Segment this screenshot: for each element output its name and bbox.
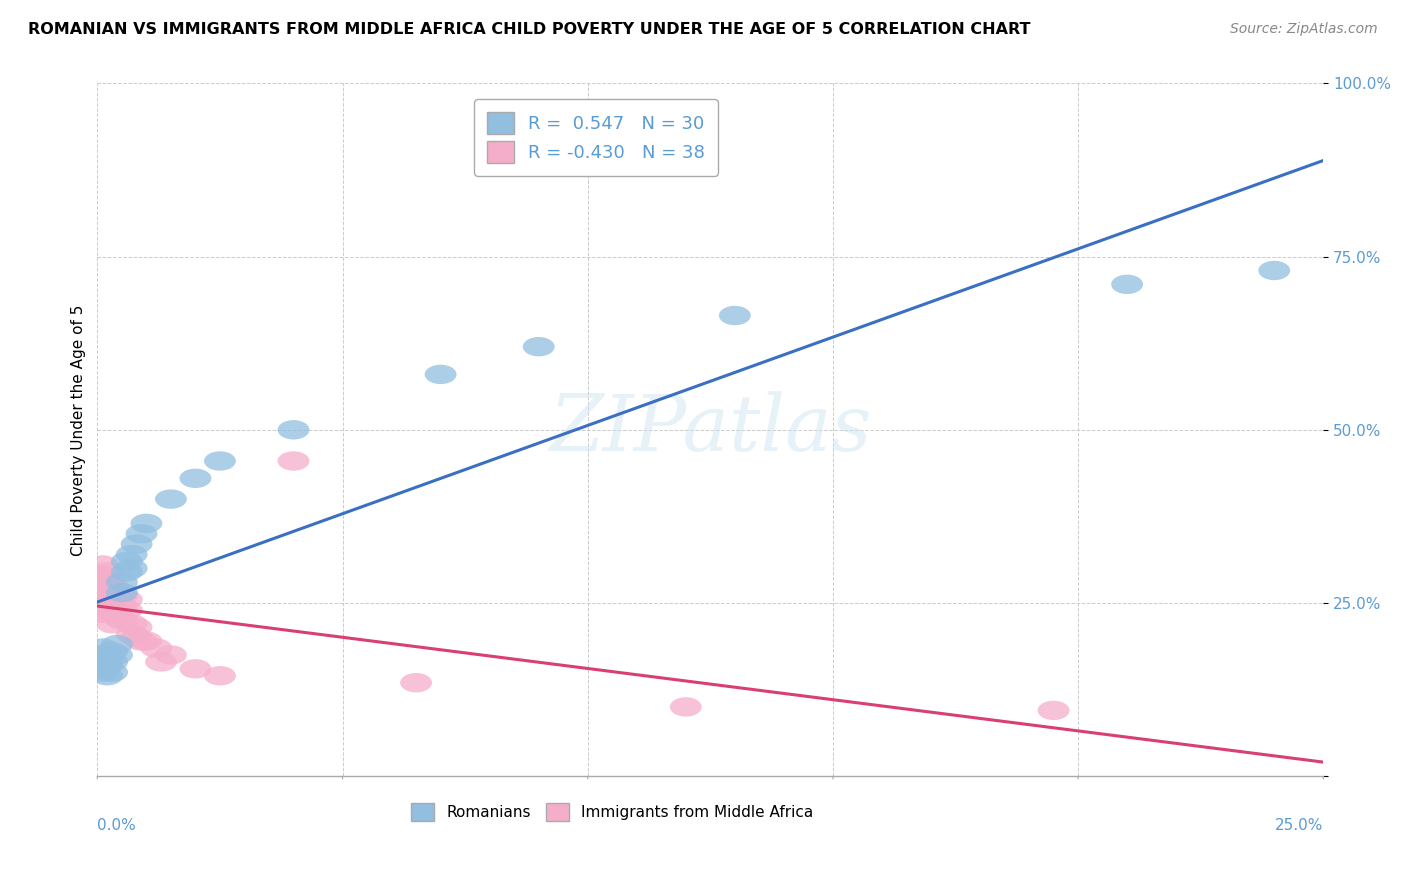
Ellipse shape [1111,275,1143,294]
Ellipse shape [125,632,157,651]
Ellipse shape [131,632,162,651]
Text: 25.0%: 25.0% [1275,818,1323,833]
Ellipse shape [101,635,134,654]
Ellipse shape [86,659,118,679]
Ellipse shape [96,576,128,595]
Ellipse shape [105,573,138,592]
Ellipse shape [105,582,138,602]
Ellipse shape [82,569,114,589]
Legend: Romanians, Immigrants from Middle Africa: Romanians, Immigrants from Middle Africa [405,797,820,828]
Ellipse shape [86,582,118,602]
Ellipse shape [718,306,751,326]
Ellipse shape [105,586,138,606]
Text: ZIPatlas: ZIPatlas [550,392,872,468]
Text: 0.0%: 0.0% [97,818,136,833]
Ellipse shape [180,659,211,679]
Ellipse shape [96,642,128,661]
Y-axis label: Child Poverty Under the Age of 5: Child Poverty Under the Age of 5 [72,304,86,556]
Ellipse shape [145,652,177,672]
Ellipse shape [401,673,432,692]
Ellipse shape [115,614,148,633]
Ellipse shape [91,586,124,606]
Ellipse shape [105,597,138,616]
Ellipse shape [669,698,702,716]
Ellipse shape [277,420,309,440]
Ellipse shape [91,573,124,592]
Text: Source: ZipAtlas.com: Source: ZipAtlas.com [1230,22,1378,37]
Ellipse shape [91,648,124,668]
Ellipse shape [101,593,134,613]
Text: ROMANIAN VS IMMIGRANTS FROM MIDDLE AFRICA CHILD POVERTY UNDER THE AGE OF 5 CORRE: ROMANIAN VS IMMIGRANTS FROM MIDDLE AFRIC… [28,22,1031,37]
Ellipse shape [204,451,236,471]
Ellipse shape [86,639,118,657]
Ellipse shape [86,566,118,585]
Ellipse shape [101,582,134,602]
Ellipse shape [96,663,128,682]
Ellipse shape [204,666,236,685]
Ellipse shape [111,590,143,609]
Ellipse shape [105,611,138,630]
Ellipse shape [131,514,162,533]
Ellipse shape [86,593,118,613]
Ellipse shape [155,490,187,508]
Ellipse shape [86,604,118,624]
Ellipse shape [91,666,124,685]
Ellipse shape [111,562,143,582]
Ellipse shape [180,468,211,488]
Ellipse shape [86,663,118,682]
Ellipse shape [125,524,157,543]
Ellipse shape [111,552,143,571]
Ellipse shape [121,617,152,637]
Ellipse shape [1258,260,1291,280]
Ellipse shape [96,652,128,672]
Ellipse shape [96,600,128,620]
Ellipse shape [96,614,128,633]
Ellipse shape [115,558,148,578]
Ellipse shape [101,607,134,626]
Ellipse shape [155,645,187,665]
Ellipse shape [121,628,152,648]
Ellipse shape [115,545,148,565]
Ellipse shape [91,562,124,582]
Ellipse shape [141,639,172,657]
Ellipse shape [425,365,457,384]
Ellipse shape [82,580,114,599]
Ellipse shape [523,337,554,357]
Ellipse shape [101,645,134,665]
Ellipse shape [121,534,152,554]
Ellipse shape [91,656,124,675]
Ellipse shape [96,590,128,609]
Ellipse shape [82,645,114,665]
Ellipse shape [1038,701,1070,720]
Ellipse shape [115,624,148,644]
Ellipse shape [111,600,143,620]
Ellipse shape [86,555,118,574]
Ellipse shape [91,600,124,620]
Ellipse shape [277,451,309,471]
